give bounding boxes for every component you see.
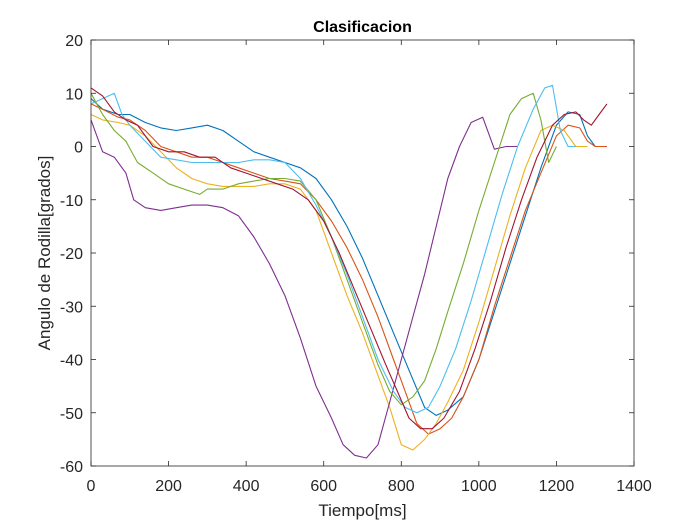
y-tick-label: -50 <box>60 406 83 423</box>
y-tick-label: -60 <box>60 459 83 476</box>
x-tick-label: 400 <box>233 478 260 495</box>
series-line-2 <box>90 103 607 435</box>
series-line-1 <box>90 98 607 416</box>
x-tick-label: 1000 <box>461 478 497 495</box>
series-line-7 <box>90 87 608 430</box>
series-line-3 <box>90 114 588 451</box>
chart-title: Clasificacion <box>313 19 412 36</box>
y-tick-label: 10 <box>65 86 83 103</box>
y-tick-label: -40 <box>60 353 83 370</box>
series-line-5 <box>90 92 557 406</box>
y-tick-label: -20 <box>60 246 83 263</box>
series-line-6 <box>90 84 576 414</box>
series-layer <box>90 84 608 459</box>
series-line-4 <box>90 116 518 459</box>
plot-area-background <box>91 40 634 466</box>
x-tick-label: 800 <box>388 478 415 495</box>
x-axis-label: Tiempo[ms] <box>318 501 406 520</box>
y-axis-label: Angulo de Rodilla[grados] <box>35 156 54 351</box>
y-tick-label: 0 <box>74 140 83 157</box>
y-tick-label: -10 <box>60 193 83 210</box>
tick-layer: 0 200 400 600 800 1000 1200 1400 20 10 0 -10 -20 -30 -… <box>60 33 652 495</box>
x-tick-label: 0 <box>87 478 96 495</box>
plot-area-frame <box>90 39 635 467</box>
x-tick-label: 200 <box>155 478 182 495</box>
x-tick-label: 600 <box>310 478 337 495</box>
y-tick-label: -30 <box>60 299 83 316</box>
x-tick-label: 1200 <box>539 478 575 495</box>
y-tick-label: 20 <box>65 33 83 50</box>
x-tick-label: 1400 <box>616 478 652 495</box>
